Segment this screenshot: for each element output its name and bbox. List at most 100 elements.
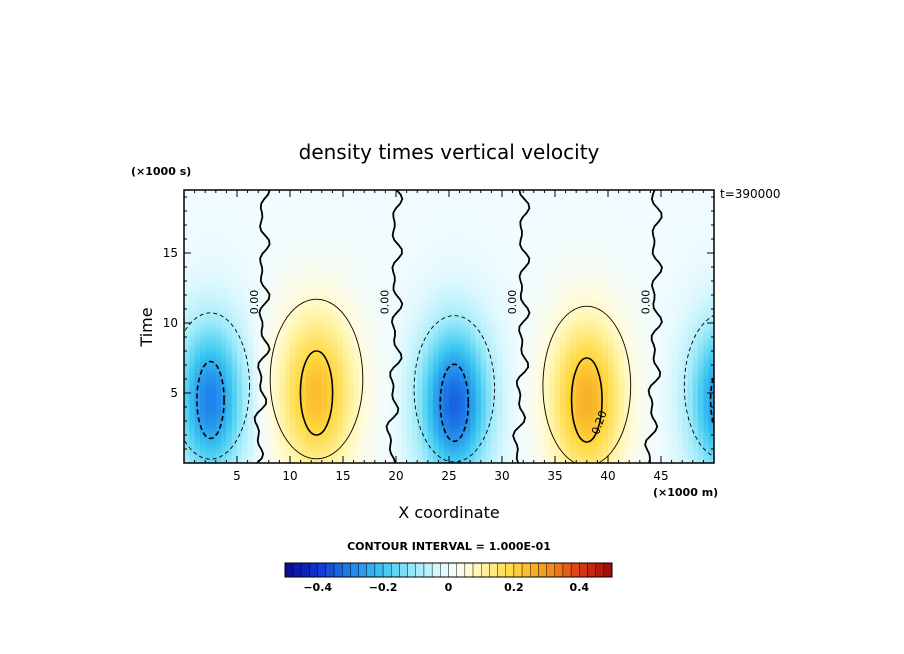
- heatmap-cell: [417, 274, 424, 279]
- heatmap-cell: [284, 323, 291, 328]
- heatmap-cell: [364, 218, 371, 223]
- heatmap-cell: [422, 298, 429, 303]
- heatmap-cell: [422, 207, 429, 212]
- heatmap-cell: [332, 218, 339, 223]
- heatmap-cell: [358, 291, 365, 296]
- heatmap-cell: [385, 449, 392, 454]
- heatmap-cell: [221, 361, 227, 366]
- heatmap-cell: [284, 221, 291, 226]
- heatmap-cell: [226, 330, 233, 335]
- heatmap-cell: [396, 319, 402, 324]
- heatmap-cell: [237, 452, 243, 457]
- heatmap-cell: [311, 428, 318, 433]
- heatmap-cell: [433, 253, 439, 258]
- heatmap-cell: [189, 239, 196, 244]
- heatmap-cell: [411, 291, 418, 296]
- heatmap-cell: [210, 263, 217, 268]
- heatmap-cell: [470, 207, 477, 212]
- heatmap-cell: [199, 393, 206, 398]
- heatmap-cell: [401, 316, 408, 321]
- heatmap-cell: [502, 323, 508, 328]
- heatmap-cell: [443, 253, 450, 258]
- heatmap-cell: [199, 232, 206, 237]
- heatmap-cell: [464, 351, 471, 356]
- heatmap-cell: [194, 438, 201, 443]
- heatmap-cell: [205, 400, 212, 405]
- heatmap-cell: [295, 354, 302, 359]
- heatmap-cell: [327, 284, 333, 289]
- heatmap-cell: [274, 431, 280, 436]
- heatmap-cell: [284, 347, 291, 352]
- heatmap-cell: [364, 407, 371, 412]
- heatmap-cell: [247, 410, 254, 415]
- heatmap-cell: [290, 319, 296, 324]
- heatmap-cell: [226, 337, 233, 342]
- heatmap-cell: [459, 288, 466, 293]
- heatmap-cell: [290, 263, 296, 268]
- heatmap-cell: [380, 326, 386, 331]
- heatmap-cell: [332, 445, 339, 450]
- heatmap-cell: [332, 312, 339, 317]
- heatmap-cell: [290, 305, 296, 310]
- heatmap-cell: [486, 417, 492, 422]
- heatmap-cell: [332, 358, 339, 363]
- heatmap-cell: [364, 246, 371, 251]
- heatmap-cell: [459, 389, 466, 394]
- heatmap-cell: [226, 302, 233, 307]
- heatmap-cell: [385, 389, 392, 394]
- heatmap-cell: [263, 393, 270, 398]
- heatmap-cell: [215, 239, 222, 244]
- heatmap-cell: [274, 249, 280, 254]
- heatmap-cell: [443, 358, 450, 363]
- heatmap-cell: [422, 417, 429, 422]
- heatmap-cell: [226, 291, 233, 296]
- heatmap-cell: [252, 221, 259, 226]
- heatmap-cell: [427, 305, 434, 310]
- heatmap-cell: [305, 246, 312, 251]
- heatmap-cell: [300, 260, 307, 265]
- heatmap-cell: [390, 319, 397, 324]
- heatmap-cell: [348, 193, 355, 198]
- heatmap-cell: [268, 288, 275, 293]
- heatmap-cell: [343, 193, 349, 198]
- heatmap-cell: [237, 382, 243, 387]
- heatmap-cell: [417, 417, 424, 422]
- heatmap-cell: [486, 214, 492, 219]
- heatmap-cell: [337, 442, 344, 447]
- heatmap-cell: [401, 204, 408, 209]
- heatmap-cell: [496, 407, 503, 412]
- heatmap-cell: [459, 270, 466, 275]
- heatmap-cell: [427, 288, 434, 293]
- heatmap-cell: [422, 421, 429, 426]
- heatmap-cell: [252, 326, 259, 331]
- heatmap-cell: [268, 239, 275, 244]
- heatmap-cell: [353, 277, 360, 282]
- heatmap-cell: [491, 326, 498, 331]
- heatmap-cell: [459, 274, 466, 279]
- heatmap-cell: [433, 277, 439, 282]
- heatmap-cell: [279, 270, 286, 275]
- heatmap-cell: [247, 193, 254, 198]
- heatmap-cell: [459, 218, 466, 223]
- heatmap-cell: [279, 246, 286, 251]
- heatmap-cell: [496, 221, 503, 226]
- heatmap-cell: [348, 298, 355, 303]
- heatmap-cell: [284, 424, 291, 429]
- heatmap-cell: [221, 372, 227, 377]
- heatmap-cell: [279, 235, 286, 240]
- heatmap-cell: [459, 410, 466, 415]
- heatmap-cell: [321, 347, 328, 352]
- heatmap-cell: [401, 456, 408, 461]
- heatmap-cell: [194, 197, 201, 202]
- heatmap-cell: [507, 249, 514, 254]
- heatmap-cell: [470, 190, 477, 195]
- heatmap-cell: [401, 232, 408, 237]
- heatmap-cell: [449, 379, 455, 384]
- heatmap-cell: [390, 267, 397, 272]
- heatmap-cell: [215, 200, 222, 205]
- heatmap-cell: [353, 330, 360, 335]
- heatmap-cell: [449, 365, 455, 370]
- heatmap-cell: [237, 319, 243, 324]
- heatmap-cell: [470, 396, 477, 401]
- heatmap-cell: [464, 319, 471, 324]
